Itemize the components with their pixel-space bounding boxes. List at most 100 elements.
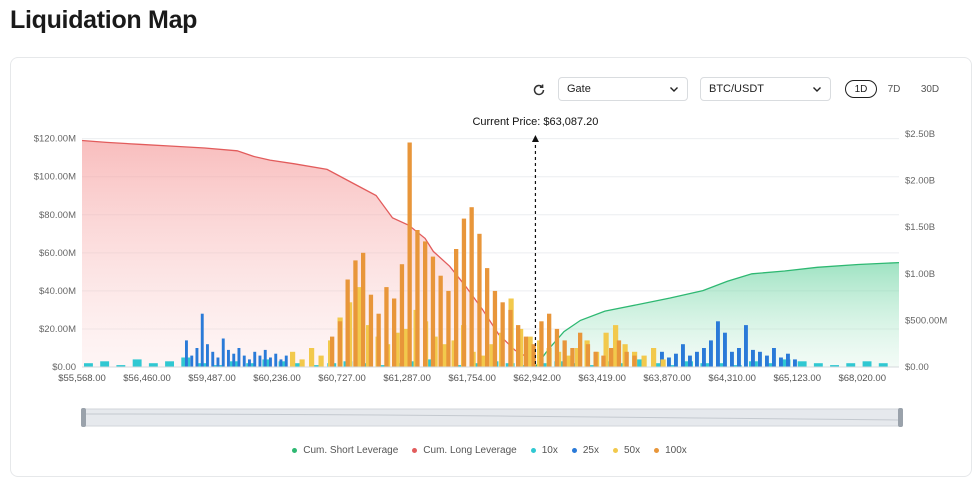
bar-50x xyxy=(575,348,581,367)
bar-100x xyxy=(353,260,358,367)
bar-100x xyxy=(430,256,436,367)
bar-10x xyxy=(830,365,839,367)
bar-10x xyxy=(667,365,677,367)
x-tick-label: $56,460.00 xyxy=(123,373,171,384)
bar-50x xyxy=(299,359,305,367)
legend-label: 50x xyxy=(623,445,641,456)
bar-10x xyxy=(716,363,726,367)
y-left-tick-label: $40.00M xyxy=(39,286,76,297)
range-slider-right-handle[interactable] xyxy=(898,408,903,427)
exchange-select[interactable]: Gate xyxy=(558,77,688,101)
y-right-tick-label: $2.50B xyxy=(905,129,935,140)
bar-50x xyxy=(290,351,296,367)
bar-100x xyxy=(593,351,598,367)
cum-short-area xyxy=(535,262,899,367)
bar-25x xyxy=(279,359,283,367)
legend-cum-long[interactable]: Cum. Long Leverage xyxy=(412,445,517,456)
bar-100x xyxy=(601,355,606,367)
y-left-tick-label: $80.00M xyxy=(39,210,76,221)
bar-25x xyxy=(263,349,267,367)
liquidation-chart: $0.00 $20.00M $40.00M $60.00M $80.00M $100.00… xyxy=(34,116,947,427)
bar-100x xyxy=(454,249,459,367)
bar-25x xyxy=(667,357,671,367)
bar-10x xyxy=(311,365,320,367)
bar-100x xyxy=(345,279,350,367)
bar-100x xyxy=(446,290,451,367)
bar-25x xyxy=(702,348,706,367)
bar-100x xyxy=(337,321,343,367)
bar-100x xyxy=(547,313,552,367)
legend-100x[interactable]: 100x xyxy=(654,445,687,456)
bar-50x xyxy=(527,336,533,367)
bar-25x xyxy=(237,348,241,367)
bar-100x xyxy=(516,325,521,367)
legend-dot xyxy=(571,448,577,453)
bar-25x xyxy=(681,344,685,367)
bar-50x xyxy=(442,344,448,367)
refresh-icon[interactable] xyxy=(530,81,548,99)
bar-25x xyxy=(206,344,209,367)
bar-25x xyxy=(284,355,288,367)
bar-100x xyxy=(508,309,513,367)
legend-50x[interactable]: 50x xyxy=(612,445,641,456)
pair-select-value: BTC/USDT xyxy=(709,83,764,95)
y-left-tick-label: $100.00M xyxy=(34,172,76,183)
chevron-down-icon xyxy=(670,87,678,92)
page-title: Liquidation Map xyxy=(10,6,198,34)
range-slider-left-handle[interactable] xyxy=(81,408,86,427)
bar-25x xyxy=(688,355,692,367)
bar-50x xyxy=(489,344,495,367)
x-tick-label: $60,727.00 xyxy=(318,373,366,384)
bar-100x xyxy=(531,344,536,367)
bar-50x xyxy=(318,355,324,367)
bar-25x xyxy=(211,351,215,367)
bar-50x xyxy=(432,336,438,367)
bar-100x xyxy=(477,233,482,367)
bar-25x xyxy=(200,313,204,367)
bar-25x xyxy=(190,355,194,367)
bar-100x xyxy=(392,298,397,367)
bar-10x xyxy=(408,361,418,367)
bar-25x xyxy=(716,321,720,367)
bar-100x xyxy=(609,348,614,367)
legend-10x[interactable]: 10x xyxy=(530,445,558,456)
bar-100x xyxy=(330,336,335,367)
legend-dot xyxy=(292,448,298,453)
bar-25x xyxy=(779,357,783,367)
x-tick-label: $62,942.00 xyxy=(513,373,561,384)
bar-10x xyxy=(781,359,791,367)
chevron-down-icon xyxy=(813,87,821,92)
x-tick-label: $59,487.00 xyxy=(188,373,236,384)
pair-select[interactable]: BTC/USDT xyxy=(700,77,831,101)
x-tick-label: $61,287.00 xyxy=(383,373,431,384)
bar-25x xyxy=(185,340,188,367)
range-1d-button[interactable]: 1D xyxy=(845,80,877,98)
current-price-arrow xyxy=(531,135,539,142)
legend-dot xyxy=(530,448,536,453)
range-slider-preview xyxy=(85,413,899,421)
legend-dot xyxy=(654,448,660,453)
range-7d-button[interactable]: 7D xyxy=(887,83,901,95)
bar-25x xyxy=(737,348,741,367)
bar-10x xyxy=(635,359,645,367)
legend-cum-short[interactable]: Cum. Short Leverage xyxy=(292,445,398,456)
bar-100x xyxy=(415,230,420,367)
x-tick-label: $63,870.00 xyxy=(643,373,691,384)
bar-25x xyxy=(793,359,797,367)
legend-label: 10x xyxy=(541,445,558,456)
bar-100x xyxy=(461,218,467,367)
bar-10x xyxy=(424,359,434,367)
bar-50x xyxy=(366,325,372,367)
legend-25x[interactable]: 25x xyxy=(571,445,599,456)
bar-10x xyxy=(846,363,856,367)
x-tick-label: $65,123.00 xyxy=(773,373,821,384)
bar-10x xyxy=(262,359,272,367)
x-tick-label: $68,020.00 xyxy=(838,373,886,384)
range-30d-button[interactable]: 30D xyxy=(920,83,940,95)
bar-100x xyxy=(523,336,529,367)
bar-25x xyxy=(216,357,220,367)
bar-25x xyxy=(248,359,251,367)
chart-legend: Cum. Short Leverage Cum. Long Leverage 1… xyxy=(0,445,979,456)
bar-50x xyxy=(518,328,524,367)
bar-10x xyxy=(765,363,775,367)
